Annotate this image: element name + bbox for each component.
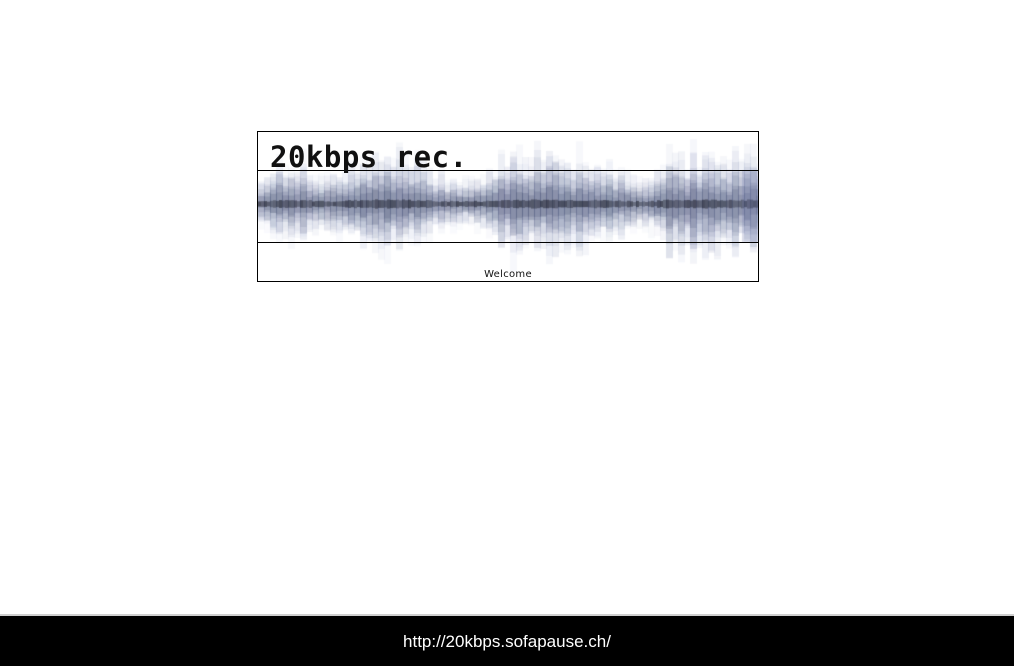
status-bar-divider bbox=[0, 614, 1014, 616]
banner-top-rule bbox=[258, 170, 758, 171]
page-viewport: 20kbps rec. Welcome bbox=[257, 131, 759, 282]
site-banner: 20kbps rec. Welcome bbox=[257, 131, 759, 282]
waveform-graphic bbox=[258, 132, 758, 281]
banner-bottom-rule bbox=[258, 242, 758, 243]
status-bar: http://20kbps.sofapause.ch/ bbox=[0, 616, 1014, 666]
status-url-text: http://20kbps.sofapause.ch/ bbox=[403, 632, 611, 651]
site-logo-text: 20kbps rec. bbox=[270, 140, 468, 174]
welcome-link[interactable]: Welcome bbox=[484, 269, 532, 280]
